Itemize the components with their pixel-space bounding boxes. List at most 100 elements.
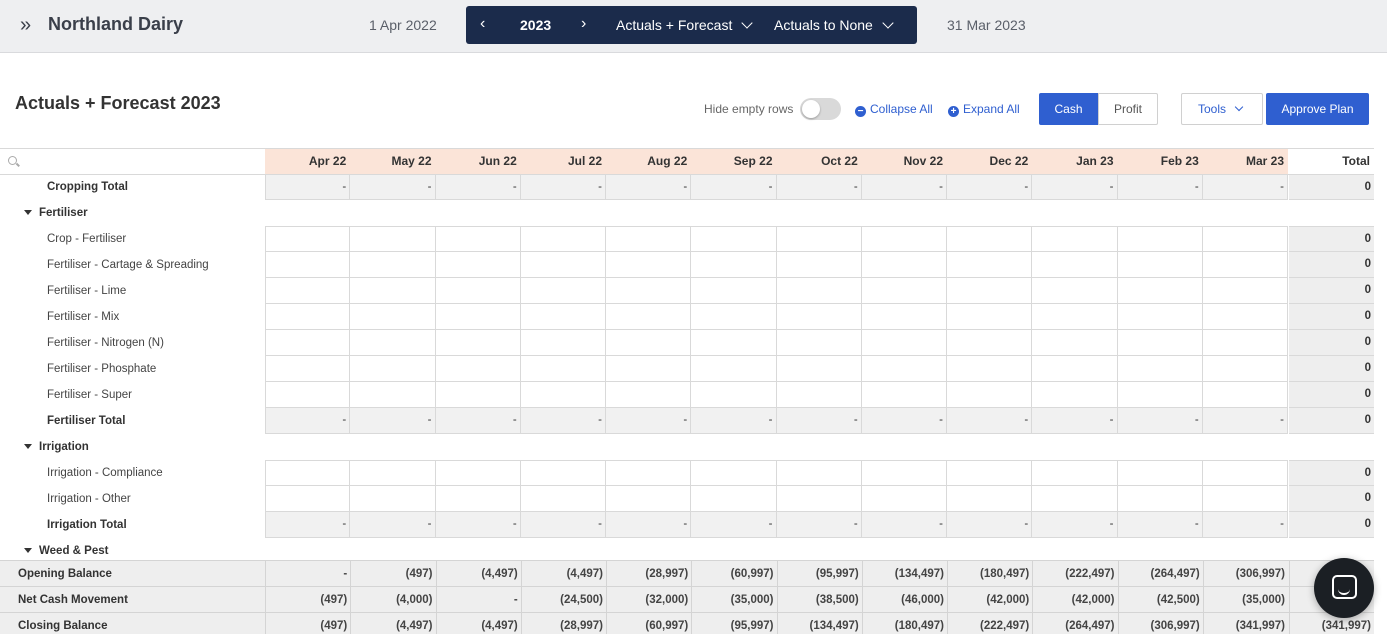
value-cell[interactable] <box>606 356 692 382</box>
value-cell[interactable] <box>1117 460 1203 486</box>
value-cell[interactable] <box>861 460 947 486</box>
value-cell[interactable] <box>1202 460 1288 486</box>
value-cell[interactable] <box>435 278 521 304</box>
value-cell[interactable] <box>606 278 692 304</box>
value-cell[interactable] <box>606 486 692 512</box>
value-cell[interactable] <box>435 304 521 330</box>
value-cell[interactable] <box>435 486 521 512</box>
value-cell[interactable] <box>265 356 351 382</box>
value-cell[interactable] <box>520 330 606 356</box>
previous-year-icon[interactable]: ‹ <box>480 15 486 32</box>
value-cell[interactable] <box>1117 356 1203 382</box>
value-cell[interactable] <box>606 252 692 278</box>
collapse-all-button[interactable]: − Collapse All <box>855 102 933 117</box>
value-cell[interactable] <box>435 252 521 278</box>
value-cell[interactable] <box>776 252 862 278</box>
value-cell[interactable] <box>350 460 436 486</box>
value-cell[interactable] <box>691 330 777 356</box>
value-cell[interactable] <box>947 486 1033 512</box>
value-cell[interactable] <box>265 226 351 252</box>
value-cell[interactable] <box>350 356 436 382</box>
value-cell[interactable] <box>350 382 436 408</box>
value-cell[interactable] <box>1117 486 1203 512</box>
value-cell[interactable] <box>520 278 606 304</box>
profit-tab[interactable]: Profit <box>1098 93 1158 125</box>
value-cell[interactable] <box>1032 330 1118 356</box>
value-cell[interactable] <box>691 304 777 330</box>
expand-all-button[interactable]: + Expand All <box>948 102 1020 117</box>
value-cell[interactable] <box>606 330 692 356</box>
next-year-icon[interactable]: › <box>581 15 587 32</box>
group-toggle[interactable]: Irrigation <box>0 434 265 460</box>
value-cell[interactable] <box>1117 278 1203 304</box>
approve-plan-button[interactable]: Approve Plan <box>1266 93 1369 125</box>
value-cell[interactable] <box>947 356 1033 382</box>
value-cell[interactable] <box>776 226 862 252</box>
value-cell[interactable] <box>861 226 947 252</box>
value-cell[interactable] <box>776 356 862 382</box>
value-cell[interactable] <box>776 382 862 408</box>
value-cell[interactable] <box>947 278 1033 304</box>
value-cell[interactable] <box>1032 226 1118 252</box>
value-cell[interactable] <box>1202 486 1288 512</box>
hide-empty-rows-toggle[interactable] <box>800 98 841 120</box>
value-cell[interactable] <box>776 486 862 512</box>
value-cell[interactable] <box>520 382 606 408</box>
value-cell[interactable] <box>435 382 521 408</box>
value-cell[interactable] <box>691 356 777 382</box>
tools-dropdown[interactable]: Tools <box>1181 93 1263 125</box>
value-cell[interactable] <box>435 330 521 356</box>
value-cell[interactable] <box>776 304 862 330</box>
value-cell[interactable] <box>606 382 692 408</box>
group-toggle[interactable]: Weed & Pest <box>0 538 265 564</box>
value-cell[interactable] <box>1032 356 1118 382</box>
value-cell[interactable] <box>265 252 351 278</box>
value-cell[interactable] <box>1117 252 1203 278</box>
scenario-dropdown[interactable]: Actuals + Forecast <box>616 17 753 33</box>
comparison-dropdown[interactable]: Actuals to None <box>774 17 894 33</box>
value-cell[interactable] <box>947 460 1033 486</box>
chat-launcher-button[interactable] <box>1314 558 1374 618</box>
value-cell[interactable] <box>520 226 606 252</box>
value-cell[interactable] <box>606 460 692 486</box>
value-cell[interactable] <box>1032 460 1118 486</box>
value-cell[interactable] <box>1117 226 1203 252</box>
value-cell[interactable] <box>861 330 947 356</box>
value-cell[interactable] <box>265 486 351 512</box>
value-cell[interactable] <box>1202 356 1288 382</box>
value-cell[interactable] <box>947 330 1033 356</box>
value-cell[interactable] <box>861 304 947 330</box>
value-cell[interactable] <box>861 356 947 382</box>
value-cell[interactable] <box>265 460 351 486</box>
value-cell[interactable] <box>691 382 777 408</box>
value-cell[interactable] <box>1032 382 1118 408</box>
value-cell[interactable] <box>435 460 521 486</box>
value-cell[interactable] <box>691 460 777 486</box>
value-cell[interactable] <box>435 356 521 382</box>
value-cell[interactable] <box>776 460 862 486</box>
value-cell[interactable] <box>265 330 351 356</box>
value-cell[interactable] <box>520 304 606 330</box>
value-cell[interactable] <box>691 486 777 512</box>
value-cell[interactable] <box>947 382 1033 408</box>
value-cell[interactable] <box>776 278 862 304</box>
search-input[interactable] <box>22 151 257 172</box>
value-cell[interactable] <box>606 304 692 330</box>
value-cell[interactable] <box>947 304 1033 330</box>
value-cell[interactable] <box>861 278 947 304</box>
value-cell[interactable] <box>1032 278 1118 304</box>
value-cell[interactable] <box>1117 304 1203 330</box>
value-cell[interactable] <box>1032 252 1118 278</box>
value-cell[interactable] <box>691 226 777 252</box>
value-cell[interactable] <box>1202 278 1288 304</box>
value-cell[interactable] <box>1202 304 1288 330</box>
value-cell[interactable] <box>1117 330 1203 356</box>
value-cell[interactable] <box>350 330 436 356</box>
value-cell[interactable] <box>1202 252 1288 278</box>
group-toggle[interactable]: Fertiliser <box>0 200 265 226</box>
value-cell[interactable] <box>265 304 351 330</box>
value-cell[interactable] <box>265 382 351 408</box>
value-cell[interactable] <box>947 252 1033 278</box>
expand-menu-icon[interactable]: » <box>20 14 32 36</box>
value-cell[interactable] <box>861 382 947 408</box>
